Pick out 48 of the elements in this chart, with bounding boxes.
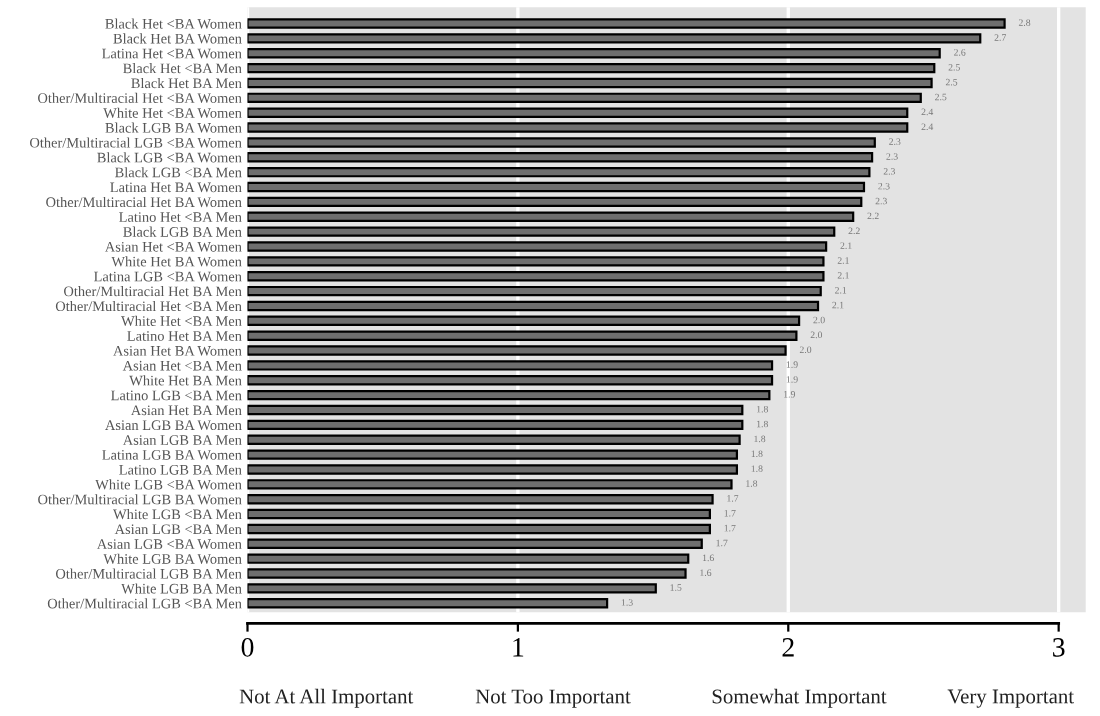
bar xyxy=(247,449,739,460)
bar xyxy=(247,479,733,490)
bar xyxy=(247,181,866,193)
bar xyxy=(247,18,1006,29)
bar xyxy=(247,241,828,252)
bar xyxy=(247,404,744,416)
bar xyxy=(247,389,771,401)
bar xyxy=(247,330,798,341)
bar xyxy=(247,434,741,445)
bar xyxy=(247,211,855,222)
text: Very Important xyxy=(947,689,1074,708)
bar xyxy=(247,494,714,505)
bar xyxy=(247,360,774,371)
text: Somewhat Important xyxy=(712,688,887,708)
bar xyxy=(247,166,871,178)
bar xyxy=(247,33,982,44)
bar xyxy=(247,538,703,549)
bar xyxy=(247,196,863,208)
bar xyxy=(247,345,787,356)
bar xyxy=(247,137,876,148)
bar xyxy=(247,226,836,237)
bar xyxy=(247,92,922,104)
bar xyxy=(247,553,690,564)
bar xyxy=(247,152,874,163)
bar xyxy=(247,271,825,282)
text: Not Too Important xyxy=(475,689,631,708)
bar xyxy=(247,122,909,133)
x-tick-label: 2 xyxy=(782,638,794,657)
x-tick-label: 3 xyxy=(1053,638,1065,657)
bar xyxy=(247,77,933,89)
bar xyxy=(247,598,609,609)
bar xyxy=(247,256,825,267)
bar xyxy=(247,62,936,74)
bar xyxy=(247,285,822,297)
bar xyxy=(247,375,774,386)
bar xyxy=(247,315,801,327)
x-tick-label: 1 xyxy=(513,638,524,657)
bar xyxy=(247,523,711,535)
text: Not At All Important xyxy=(239,688,414,708)
bar xyxy=(247,300,820,312)
bar xyxy=(247,107,909,118)
bar xyxy=(247,419,744,431)
bar xyxy=(247,568,687,579)
bar xyxy=(247,583,657,594)
bar xyxy=(247,508,711,520)
bar xyxy=(247,464,739,475)
bar xyxy=(247,48,941,59)
x-tick-label: 0 xyxy=(241,637,254,657)
